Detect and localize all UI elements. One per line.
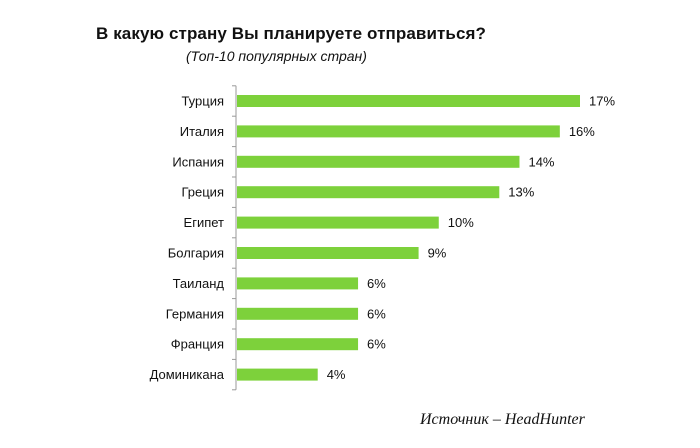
- value-label: 16%: [569, 124, 595, 139]
- category-label: Таиланд: [173, 276, 225, 291]
- bar: [237, 368, 318, 381]
- bar: [237, 125, 560, 138]
- value-label: 17%: [589, 94, 615, 109]
- chart-subtitle: (Топ-10 популярных стран): [186, 48, 367, 64]
- category-label: Италия: [180, 124, 224, 139]
- category-label: Турция: [181, 94, 224, 109]
- source-note: Источник – HeadHunter: [420, 411, 585, 428]
- category-label: Египет: [184, 215, 225, 230]
- value-label: 10%: [448, 215, 474, 230]
- value-label: 6%: [367, 276, 386, 291]
- bar: [237, 338, 359, 351]
- category-label: Доминикана: [150, 367, 225, 382]
- y-axis: [232, 85, 237, 391]
- value-label: 6%: [367, 337, 386, 352]
- category-label: Франция: [171, 337, 224, 352]
- value-label: 14%: [528, 154, 554, 169]
- value-label: 4%: [327, 367, 346, 382]
- chart-title: В какую страну Вы планируете отправиться…: [96, 24, 487, 43]
- value-label: 9%: [428, 246, 447, 261]
- bar: [237, 95, 580, 107]
- bar: [237, 216, 439, 229]
- bar: [237, 186, 500, 199]
- value-label: 13%: [508, 185, 534, 200]
- bar: [237, 277, 359, 290]
- bar: [237, 247, 419, 259]
- value-label: 6%: [367, 306, 386, 321]
- category-label: Испания: [172, 154, 224, 169]
- bars-group: [237, 95, 580, 381]
- bar: [237, 155, 520, 168]
- labels-group: Турция 17% Италия 16% Испания 14% Греция 13% Еги…: [150, 94, 616, 383]
- category-label: Германия: [166, 306, 224, 321]
- category-label: Болгария: [168, 246, 224, 261]
- bar: [237, 307, 359, 320]
- category-label: Греция: [181, 185, 224, 200]
